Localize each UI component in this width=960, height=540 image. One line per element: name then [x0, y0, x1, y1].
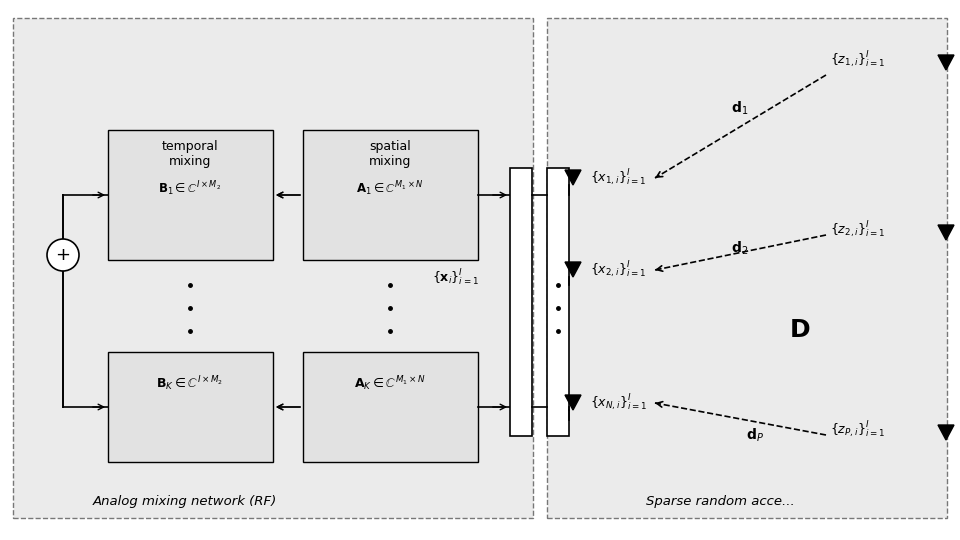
- Text: $\mathbf{d}_1$: $\mathbf{d}_1$: [732, 99, 749, 117]
- Text: $\{x_{2,i}\}_{i=1}^I$: $\{x_{2,i}\}_{i=1}^I$: [590, 260, 646, 280]
- Polygon shape: [938, 55, 954, 70]
- Text: mixing: mixing: [369, 155, 411, 168]
- Text: spatial: spatial: [370, 140, 411, 153]
- Polygon shape: [565, 262, 581, 277]
- Polygon shape: [938, 425, 954, 440]
- Polygon shape: [565, 170, 581, 185]
- Text: $\mathbf{B}_K \in \mathbb{C}^{I\times M_2}$: $\mathbf{B}_K \in \mathbb{C}^{I\times M_…: [156, 374, 224, 393]
- Text: Analog mixing network (RF): Analog mixing network (RF): [93, 495, 277, 508]
- Text: $\mathbf{A}_K \in \mathbb{C}^{M_1\times N}$: $\mathbf{A}_K \in \mathbb{C}^{M_1\times …: [354, 374, 426, 393]
- Text: $\{x_{N,i}\}_{i=1}^I$: $\{x_{N,i}\}_{i=1}^I$: [590, 393, 647, 413]
- Text: $\{\mathbf{x}_i\}_{i=1}^I$: $\{\mathbf{x}_i\}_{i=1}^I$: [432, 268, 478, 288]
- Bar: [547, 18, 947, 518]
- Text: $\mathbf{A}_1 \in \mathbb{C}^{M_1\times N}$: $\mathbf{A}_1 \in \mathbb{C}^{M_1\times …: [356, 179, 423, 198]
- Text: $\mathbf{B}_1 \in \mathbb{C}^{I\times M_2}$: $\mathbf{B}_1 \in \mathbb{C}^{I\times M_…: [158, 179, 222, 198]
- Bar: [303, 352, 478, 462]
- Bar: [303, 130, 478, 260]
- Circle shape: [47, 239, 79, 271]
- Text: +: +: [56, 246, 70, 264]
- Polygon shape: [565, 395, 581, 410]
- Bar: [13, 18, 533, 518]
- Text: $\{z_{1,i}\}_{i=1}^I$: $\{z_{1,i}\}_{i=1}^I$: [830, 50, 885, 70]
- Text: $\{x_{1,i}\}_{i=1}^I$: $\{x_{1,i}\}_{i=1}^I$: [590, 168, 646, 188]
- Text: temporal: temporal: [161, 140, 218, 153]
- Bar: [510, 168, 532, 436]
- Bar: [108, 130, 273, 260]
- Bar: [547, 168, 569, 436]
- Text: $\{z_{2,i}\}_{i=1}^I$: $\{z_{2,i}\}_{i=1}^I$: [830, 220, 885, 240]
- Text: $\{z_{P,i}\}_{i=1}^I$: $\{z_{P,i}\}_{i=1}^I$: [830, 420, 885, 440]
- Text: $\mathbf{d}_P$: $\mathbf{d}_P$: [746, 426, 764, 444]
- Polygon shape: [938, 225, 954, 240]
- Text: $\mathbf{d}_2$: $\mathbf{d}_2$: [732, 239, 749, 256]
- Text: mixing: mixing: [169, 155, 211, 168]
- Bar: [108, 352, 273, 462]
- Text: $\mathbf{D}$: $\mathbf{D}$: [789, 318, 810, 342]
- Text: Sparse random acce...: Sparse random acce...: [646, 495, 794, 508]
